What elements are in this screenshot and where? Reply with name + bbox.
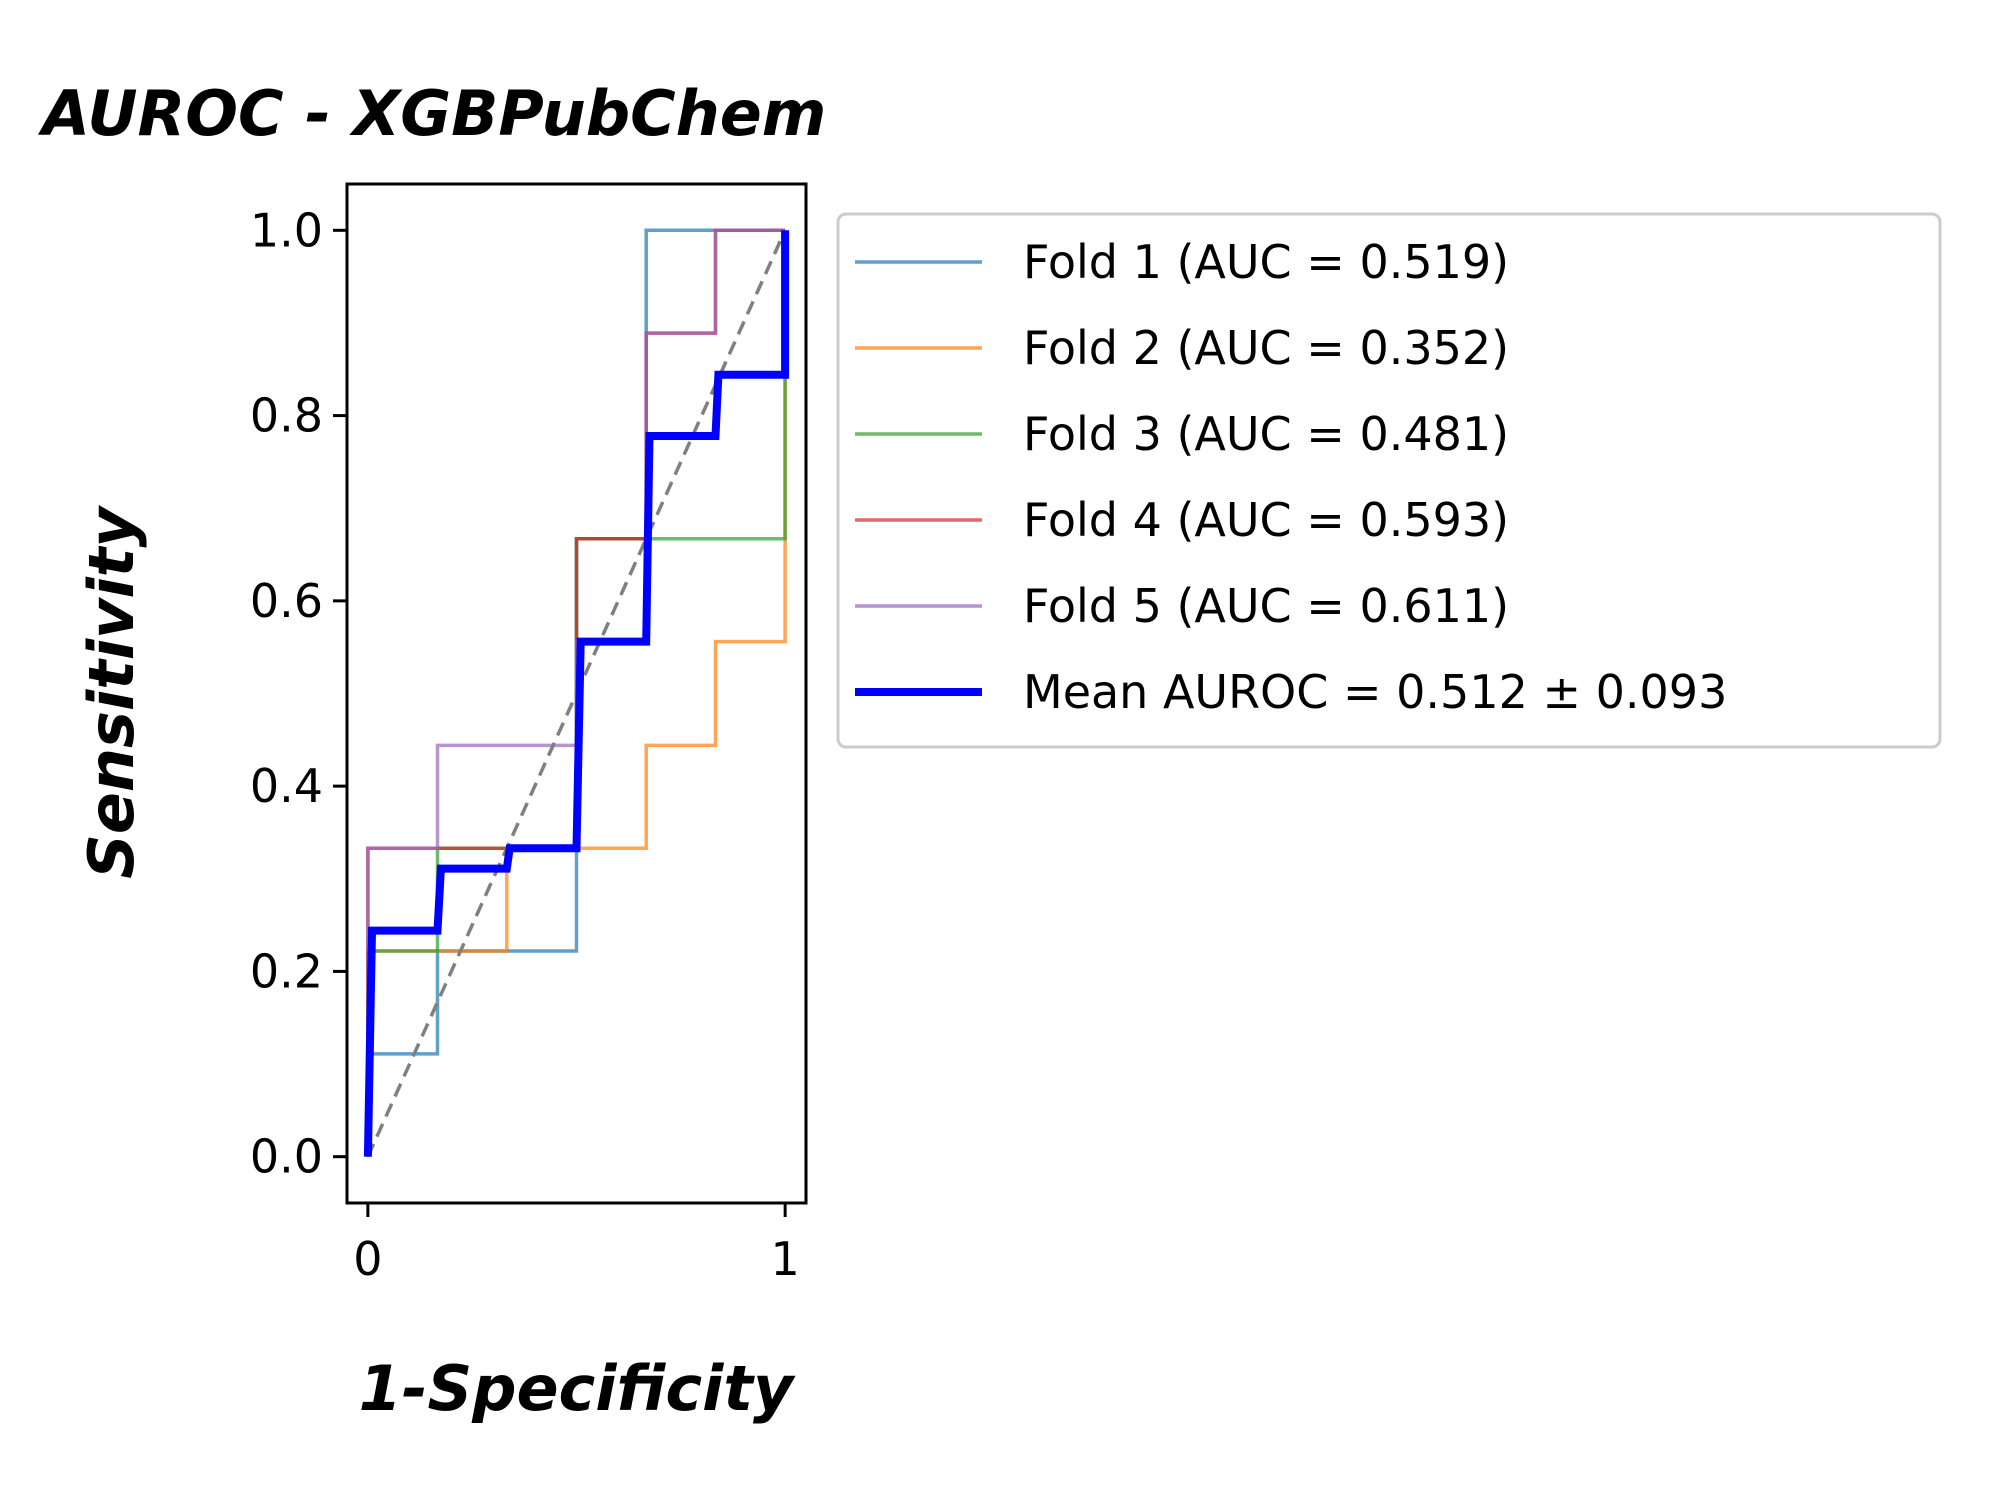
x-tick-label: 1: [770, 1232, 799, 1286]
legend-label: Fold 2 (AUC = 0.352): [1023, 321, 1509, 375]
y-axis-ticks: 0.0 0.2 0.4 0.6 0.8 1.0: [250, 203, 347, 1184]
mean-roc-curve: [363, 230, 790, 1157]
x-axis-label: 1-Specificity: [359, 1352, 796, 1425]
legend-items: Fold 1 (AUC = 0.519) Fold 2 (AUC = 0.352)…: [855, 235, 1727, 719]
y-tick-label: 0.2: [250, 944, 323, 998]
y-axis-label: Sensitivity: [75, 505, 148, 879]
y-tick-label: 0.6: [250, 574, 323, 628]
legend-label: Fold 1 (AUC = 0.519): [1023, 235, 1509, 289]
legend-frame: [836, 212, 1942, 749]
legend-label: Fold 5 (AUC = 0.611): [1023, 579, 1509, 633]
x-tick-label: 0: [353, 1232, 382, 1286]
legend-label: Fold 3 (AUC = 0.481): [1023, 407, 1509, 461]
legend-label: Mean AUROC = 0.512 ± 0.093: [1023, 665, 1727, 719]
chart-title: AUROC - XGBPubChem: [37, 77, 826, 150]
y-tick-label: 0.0: [250, 1130, 323, 1184]
y-tick-label: 0.8: [250, 389, 323, 443]
axes-frame: [345, 182, 808, 1205]
y-tick-label: 1.0: [250, 203, 323, 257]
legend: Fold 1 (AUC = 0.519) Fold 2 (AUC = 0.352)…: [836, 212, 1942, 749]
legend-label: Fold 4 (AUC = 0.593): [1023, 493, 1509, 547]
fold-5-roc-curve: [366, 228, 786, 1157]
y-tick-label: 0.4: [250, 759, 323, 813]
plot-area: [363, 228, 790, 1158]
